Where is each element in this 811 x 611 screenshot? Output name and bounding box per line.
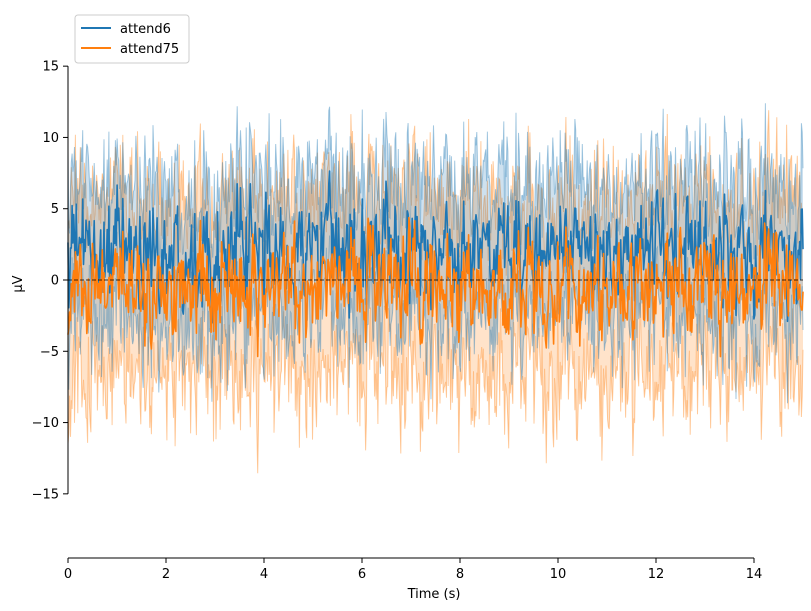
series-layer xyxy=(67,103,804,474)
ci-upper-attend6 xyxy=(67,103,804,264)
ci-lower-attend75 xyxy=(67,276,804,474)
ci-upper-attend75 xyxy=(67,110,804,289)
y-tick-label: 5 xyxy=(51,202,59,217)
y-tick-label: 0 xyxy=(51,274,59,289)
y-axis-label: µV xyxy=(11,275,26,292)
legend: attend6 attend75 xyxy=(74,14,190,64)
y-tick-label: −5 xyxy=(40,345,59,360)
legend-label-attend75: attend75 xyxy=(120,42,179,57)
x-ticks: 0 2 4 6 8 10 12 14 xyxy=(64,558,762,582)
x-tick-label: 8 xyxy=(456,567,464,582)
series-line-attend75 xyxy=(67,216,804,358)
x-axis-label: Time (s) xyxy=(407,587,461,602)
x-axis: 0 2 4 6 8 10 12 14 xyxy=(64,557,762,582)
x-tick-label: 4 xyxy=(260,567,268,582)
x-tick-label: 14 xyxy=(746,567,763,582)
y-tick-label: 15 xyxy=(42,60,59,75)
x-tick-label: 12 xyxy=(648,567,665,582)
x-tick-label: 10 xyxy=(550,567,567,582)
y-ticks: −15 −10 −5 0 5 10 15 xyxy=(32,60,68,502)
legend-label-attend6: attend6 xyxy=(120,22,171,37)
y-tick-label: 10 xyxy=(42,131,59,146)
y-tick-label: −15 xyxy=(32,487,59,502)
x-tick-label: 6 xyxy=(358,567,366,582)
y-axis: −15 −10 −5 0 5 10 15 xyxy=(32,60,69,502)
x-tick-label: 0 xyxy=(64,567,72,582)
y-tick-label: −10 xyxy=(32,416,59,431)
x-tick-label: 2 xyxy=(162,567,170,582)
